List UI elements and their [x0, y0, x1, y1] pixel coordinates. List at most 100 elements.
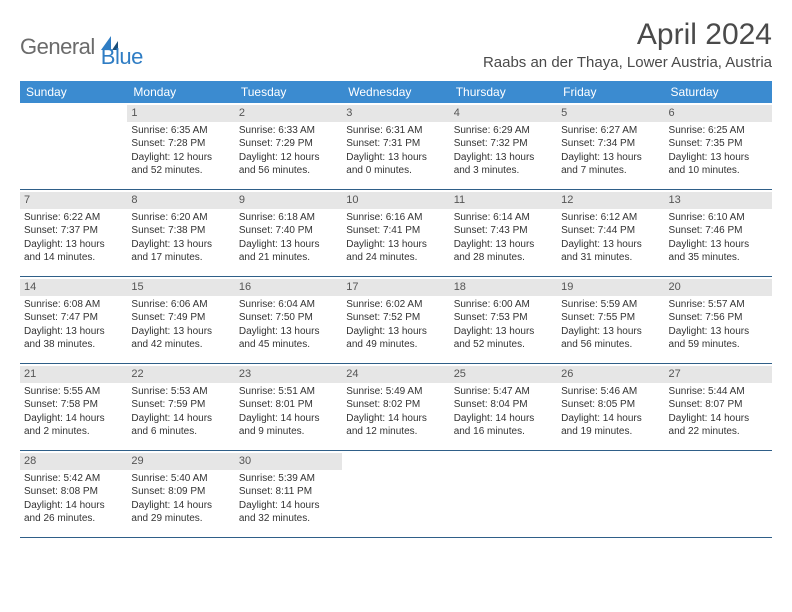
- day-cell: 11Sunrise: 6:14 AMSunset: 7:43 PMDayligh…: [450, 190, 557, 276]
- sunrise-text: Sunrise: 5:59 AM: [561, 298, 660, 312]
- sunset-text: Sunset: 7:58 PM: [24, 398, 123, 412]
- sunrise-text: Sunrise: 5:46 AM: [561, 385, 660, 399]
- daylight-text: Daylight: 14 hours and 22 minutes.: [669, 412, 768, 439]
- sunrise-text: Sunrise: 6:22 AM: [24, 211, 123, 225]
- sunrise-text: Sunrise: 6:06 AM: [131, 298, 230, 312]
- daylight-text: Daylight: 13 hours and 24 minutes.: [346, 238, 445, 265]
- daylight-text: Daylight: 14 hours and 12 minutes.: [346, 412, 445, 439]
- day-cell: 15Sunrise: 6:06 AMSunset: 7:49 PMDayligh…: [127, 277, 234, 363]
- day-cell: 21Sunrise: 5:55 AMSunset: 7:58 PMDayligh…: [20, 364, 127, 450]
- week-row: 21Sunrise: 5:55 AMSunset: 7:58 PMDayligh…: [20, 364, 772, 451]
- day-number: 20: [665, 279, 772, 296]
- week-row: 1Sunrise: 6:35 AMSunset: 7:28 PMDaylight…: [20, 103, 772, 190]
- day-number: 6: [665, 105, 772, 122]
- day-cell: [450, 451, 557, 537]
- sunset-text: Sunset: 7:31 PM: [346, 137, 445, 151]
- day-number: 4: [450, 105, 557, 122]
- sunset-text: Sunset: 7:43 PM: [454, 224, 553, 238]
- day-cell: [665, 451, 772, 537]
- sunset-text: Sunset: 7:40 PM: [239, 224, 338, 238]
- daylight-text: Daylight: 13 hours and 14 minutes.: [24, 238, 123, 265]
- daylight-text: Daylight: 13 hours and 35 minutes.: [669, 238, 768, 265]
- daylight-text: Daylight: 12 hours and 52 minutes.: [131, 151, 230, 178]
- logo: General Blue: [20, 24, 143, 70]
- sunset-text: Sunset: 7:38 PM: [131, 224, 230, 238]
- sunset-text: Sunset: 7:55 PM: [561, 311, 660, 325]
- weeks-container: 1Sunrise: 6:35 AMSunset: 7:28 PMDaylight…: [20, 103, 772, 538]
- day-cell: 17Sunrise: 6:02 AMSunset: 7:52 PMDayligh…: [342, 277, 449, 363]
- logo-text-blue: Blue: [101, 44, 143, 70]
- title-block: April 2024 Raabs an der Thaya, Lower Aus…: [483, 18, 772, 71]
- week-row: 7Sunrise: 6:22 AMSunset: 7:37 PMDaylight…: [20, 190, 772, 277]
- day-number: 25: [450, 366, 557, 383]
- sunrise-text: Sunrise: 6:12 AM: [561, 211, 660, 225]
- day-number: 15: [127, 279, 234, 296]
- sunrise-text: Sunrise: 6:16 AM: [346, 211, 445, 225]
- daylight-text: Daylight: 13 hours and 56 minutes.: [561, 325, 660, 352]
- page-title: April 2024: [483, 18, 772, 52]
- day-number: 28: [20, 453, 127, 470]
- daylight-text: Daylight: 13 hours and 59 minutes.: [669, 325, 768, 352]
- dow-cell: Wednesday: [342, 81, 449, 103]
- dow-cell: Saturday: [665, 81, 772, 103]
- dow-cell: Thursday: [450, 81, 557, 103]
- day-number: 29: [127, 453, 234, 470]
- day-cell: 6 Sunrise: 6:25 AMSunset: 7:35 PMDaylight…: [665, 103, 772, 189]
- day-cell: 5Sunrise: 6:27 AMSunset: 7:34 PMDaylight…: [557, 103, 664, 189]
- daylight-text: Daylight: 13 hours and 45 minutes.: [239, 325, 338, 352]
- day-cell: 3Sunrise: 6:31 AMSunset: 7:31 PMDaylight…: [342, 103, 449, 189]
- sunrise-text: Sunrise: 6:20 AM: [131, 211, 230, 225]
- sunset-text: Sunset: 8:11 PM: [239, 485, 338, 499]
- sunset-text: Sunset: 8:01 PM: [239, 398, 338, 412]
- day-number: 22: [127, 366, 234, 383]
- daylight-text: Daylight: 13 hours and 42 minutes.: [131, 325, 230, 352]
- week-row: 14Sunrise: 6:08 AMSunset: 7:47 PMDayligh…: [20, 277, 772, 364]
- sunset-text: Sunset: 8:07 PM: [669, 398, 768, 412]
- sunrise-text: Sunrise: 6:02 AM: [346, 298, 445, 312]
- sunrise-text: Sunrise: 6:18 AM: [239, 211, 338, 225]
- sunset-text: Sunset: 8:05 PM: [561, 398, 660, 412]
- day-cell: 13Sunrise: 6:10 AMSunset: 7:46 PMDayligh…: [665, 190, 772, 276]
- sunset-text: Sunset: 7:44 PM: [561, 224, 660, 238]
- dow-cell: Friday: [557, 81, 664, 103]
- calendar: SundayMondayTuesdayWednesdayThursdayFrid…: [20, 81, 772, 538]
- day-cell: 1Sunrise: 6:35 AMSunset: 7:28 PMDaylight…: [127, 103, 234, 189]
- day-number: 13: [665, 192, 772, 209]
- daylight-text: Daylight: 14 hours and 2 minutes.: [24, 412, 123, 439]
- week-row: 28Sunrise: 5:42 AMSunset: 8:08 PMDayligh…: [20, 451, 772, 538]
- dow-row: SundayMondayTuesdayWednesdayThursdayFrid…: [20, 81, 772, 103]
- daylight-text: Daylight: 14 hours and 16 minutes.: [454, 412, 553, 439]
- sunset-text: Sunset: 7:56 PM: [669, 311, 768, 325]
- day-cell: 2Sunrise: 6:33 AMSunset: 7:29 PMDaylight…: [235, 103, 342, 189]
- day-cell: 10 Sunrise: 6:16 AMSunset: 7:41 PMDayligh…: [342, 190, 449, 276]
- daylight-text: Daylight: 13 hours and 31 minutes.: [561, 238, 660, 265]
- sunrise-text: Sunrise: 6:00 AM: [454, 298, 553, 312]
- day-number: 9: [235, 192, 342, 209]
- sunrise-text: Sunrise: 5:40 AM: [131, 472, 230, 486]
- sunrise-text: Sunrise: 6:31 AM: [346, 124, 445, 138]
- sunrise-text: Sunrise: 6:10 AM: [669, 211, 768, 225]
- header: General Blue April 2024 Raabs an der Tha…: [20, 18, 772, 71]
- sunrise-text: Sunrise: 5:49 AM: [346, 385, 445, 399]
- sunset-text: Sunset: 7:41 PM: [346, 224, 445, 238]
- daylight-text: Daylight: 12 hours and 56 minutes.: [239, 151, 338, 178]
- day-number: 11: [450, 192, 557, 209]
- day-number: 16: [235, 279, 342, 296]
- sunrise-text: Sunrise: 6:14 AM: [454, 211, 553, 225]
- daylight-text: Daylight: 13 hours and 21 minutes.: [239, 238, 338, 265]
- sunrise-text: Sunrise: 5:39 AM: [239, 472, 338, 486]
- day-number: 21: [20, 366, 127, 383]
- day-number: 23: [235, 366, 342, 383]
- daylight-text: Daylight: 13 hours and 10 minutes.: [669, 151, 768, 178]
- day-cell: 27Sunrise: 5:44 AMSunset: 8:07 PMDayligh…: [665, 364, 772, 450]
- day-number: 10: [342, 192, 449, 209]
- dow-cell: Monday: [127, 81, 234, 103]
- day-cell: 20Sunrise: 5:57 AMSunset: 7:56 PMDayligh…: [665, 277, 772, 363]
- day-number: 27: [665, 366, 772, 383]
- day-cell: 29Sunrise: 5:40 AMSunset: 8:09 PMDayligh…: [127, 451, 234, 537]
- sunset-text: Sunset: 7:35 PM: [669, 137, 768, 151]
- day-number: 8: [127, 192, 234, 209]
- day-cell: [20, 103, 127, 189]
- location: Raabs an der Thaya, Lower Austria, Austr…: [483, 54, 772, 71]
- sunrise-text: Sunrise: 6:25 AM: [669, 124, 768, 138]
